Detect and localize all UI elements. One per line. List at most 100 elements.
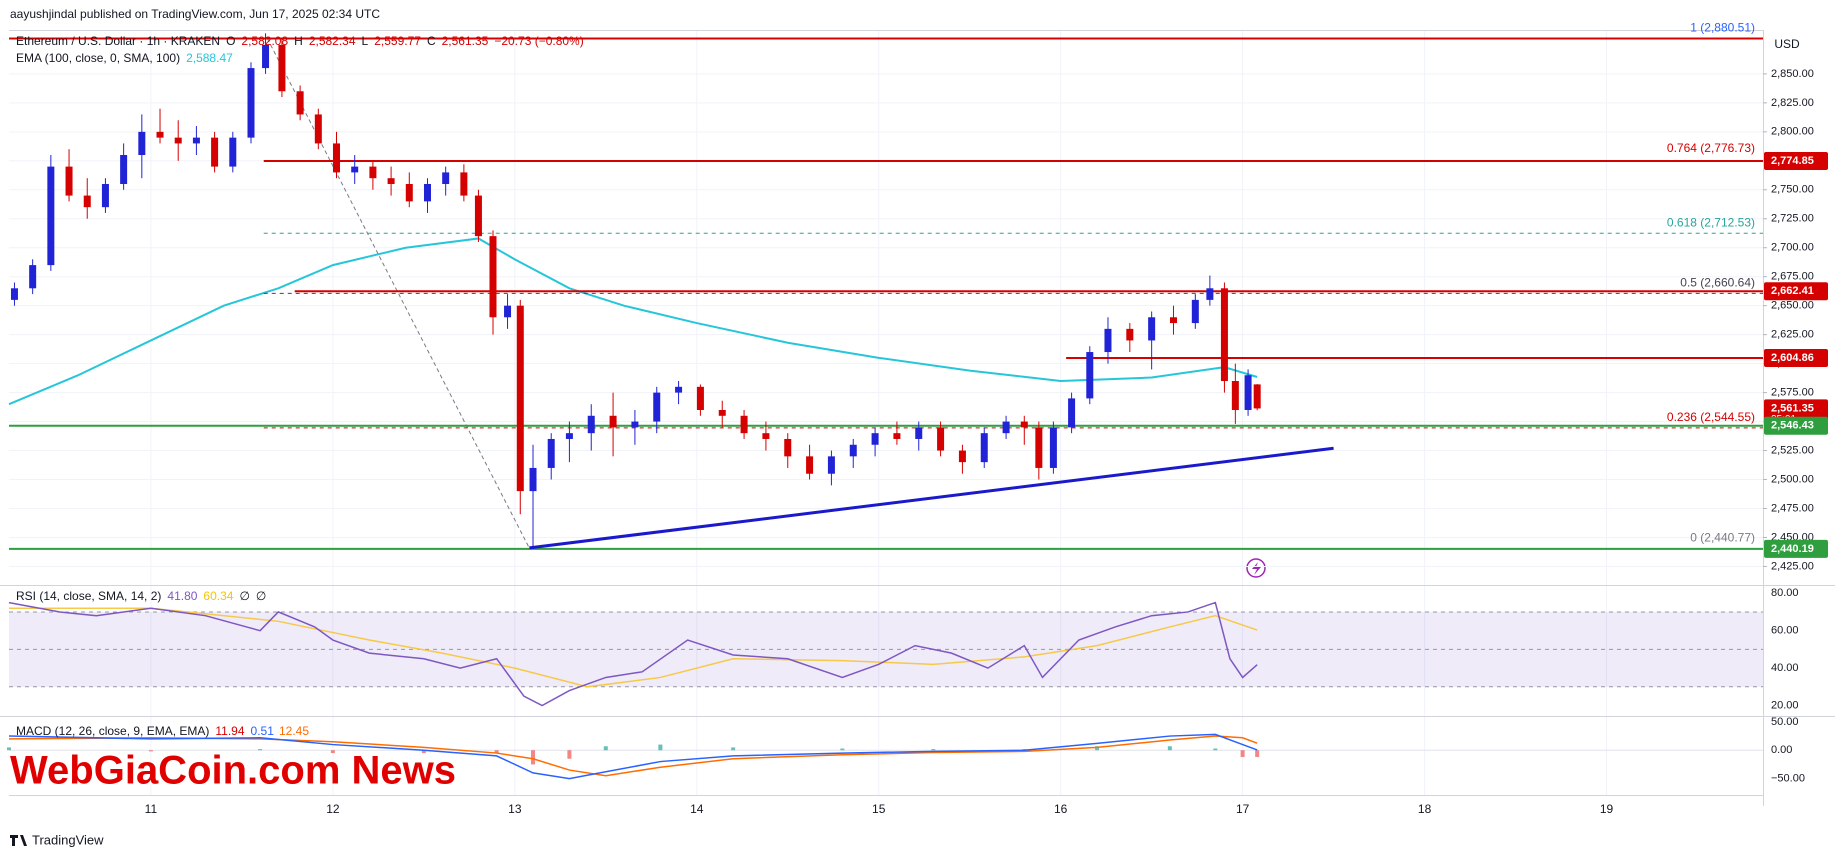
x-tick-label: 11 (145, 802, 158, 816)
footer-logo (10, 835, 27, 846)
legend-item: 11.94 (215, 724, 244, 738)
legend-item: O (226, 34, 235, 48)
plot-border (9, 30, 1763, 31)
macd-tick-label: 50.00 (1771, 716, 1799, 728)
candle-body (718, 409, 726, 416)
x-tick-label: 14 (690, 802, 704, 816)
macd-histogram-bar (531, 750, 536, 765)
trendline (529, 446, 1334, 550)
candle-body (1035, 427, 1043, 468)
watermark: WebGiaCoin.com News (10, 749, 456, 793)
candle-body (29, 265, 37, 289)
footer: TradingView (32, 832, 104, 847)
candle-body (1191, 299, 1199, 324)
price-label: 2,546.43 (1771, 420, 1814, 432)
price-label: 2,604.86 (1771, 352, 1814, 364)
legend-item: −20.73 (−0.80%) (494, 34, 583, 48)
candle-body (138, 131, 146, 156)
x-tick-label: 18 (1418, 802, 1432, 816)
candle-body (1068, 398, 1076, 428)
legend-item: 41.80 (167, 589, 197, 603)
candle-body (262, 44, 270, 69)
y-tick-label: 2,425.00 (1771, 560, 1814, 572)
candle-body (489, 236, 497, 318)
candle-body (980, 433, 988, 463)
macd-histogram-bar (258, 749, 263, 751)
candle-body (120, 155, 128, 184)
price-label: 2,662.41 (1771, 285, 1814, 297)
macd-histogram-bar (603, 746, 608, 751)
price-label: 2,774.85 (1771, 155, 1814, 167)
y-tick-label: 2,700.00 (1771, 242, 1814, 254)
legend-item: RSI (14, close, SMA, 14, 2) (16, 589, 161, 603)
macd-histogram-bar (658, 744, 663, 751)
macd-histogram-bar (494, 750, 499, 754)
candle-body (1231, 381, 1239, 410)
price-label-box (1764, 151, 1828, 170)
legend-item: 2,588.47 (186, 51, 233, 65)
candle-body (156, 131, 164, 138)
candle-body (1126, 328, 1134, 341)
ema-line (8, 237, 1258, 406)
legend-item: H (294, 34, 303, 48)
legend-item: 2,582.34 (309, 34, 356, 48)
candle-body (192, 137, 200, 144)
macd-histogram-bar (330, 750, 335, 754)
y-tick-label: 2,625.00 (1771, 329, 1814, 341)
x-tick-label: 17 (1236, 802, 1250, 816)
candle-body (47, 166, 55, 266)
y-tick-label: 2,800.00 (1771, 126, 1814, 138)
legend-item: MACD (12, 26, close, 9, EMA, EMA) (16, 724, 209, 738)
macd-histogram-bar (931, 749, 936, 751)
legend-item: EMA (100, close, 0, SMA, 100) (16, 51, 180, 65)
fib-label: 0.236 (2,544.55) (1667, 410, 1755, 424)
price-label-box (1764, 539, 1828, 558)
x-tick-label: 15 (872, 802, 886, 816)
legend-item: 2,582.08 (241, 34, 288, 48)
candle-body (653, 392, 661, 422)
header: aayushjindal published on TradingView.co… (10, 7, 380, 21)
candle-body (849, 444, 857, 457)
fib-label: 0.764 (2,776.73) (1667, 141, 1755, 155)
candle-body (740, 415, 748, 434)
x-tick-label: 19 (1600, 802, 1614, 816)
candle-body (529, 467, 537, 492)
macd-histogram-bar (1213, 748, 1218, 751)
macd-histogram-bar (1240, 750, 1245, 758)
rsi-tick-label: 80.00 (1771, 587, 1799, 599)
fib-label: 0.618 (2,712.53) (1667, 215, 1755, 229)
macd-histogram-bar (1255, 750, 1260, 757)
candle-body (369, 166, 377, 179)
x-tick-label: 12 (326, 802, 340, 816)
candle-body (565, 433, 573, 439)
fib-label: 0.5 (2,660.64) (1680, 276, 1755, 290)
alert-icon (1246, 558, 1266, 578)
candle-body (696, 386, 704, 410)
legend: RSI (14, close, SMA, 14, 2) 41.80 60.34 ∅ ∅ (16, 589, 266, 603)
pane-separator (0, 716, 1835, 717)
candle-body (1049, 427, 1057, 468)
macd-histogram-bar (1167, 746, 1172, 751)
candle-body (442, 172, 450, 184)
candle-body (10, 288, 18, 300)
legend-item: ∅ (239, 589, 249, 603)
candle-body (806, 456, 814, 474)
macd-tick-label: 0.00 (1771, 744, 1792, 756)
price-label-box (1764, 416, 1828, 435)
legend-item: L (362, 34, 369, 48)
legend: Ethereum / U.S. Dollar · 1h · KRAKEN O 2,5… (16, 34, 584, 48)
y-tick-label: 2,525.00 (1771, 444, 1814, 456)
candle-body (387, 178, 395, 184)
candle-body (547, 438, 555, 468)
candle-body (1244, 375, 1252, 410)
candle-body (314, 114, 322, 144)
legend: MACD (12, 26, close, 9, EMA, EMA) 11.94 0.… (16, 724, 309, 738)
candle-body (65, 166, 73, 196)
candle-body (460, 172, 468, 196)
legend-item: 2,559.77 (374, 34, 421, 48)
candle-body (1253, 384, 1261, 409)
legend-item: 2,561.35 (442, 34, 489, 48)
price-label-box (1764, 282, 1828, 301)
price-label-box (1764, 348, 1828, 367)
candle-body (474, 195, 482, 237)
